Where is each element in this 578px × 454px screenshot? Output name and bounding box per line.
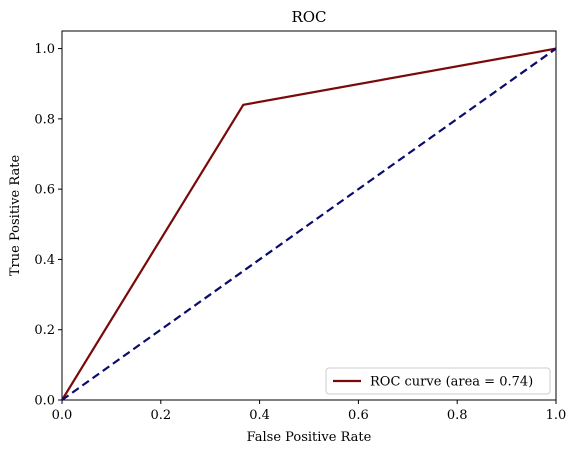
legend: ROC curve (area = 0.74) — [325, 367, 551, 395]
x-tick-label: 0.0 — [52, 408, 73, 423]
legend-label-roc-curve: ROC curve (area = 0.74) — [370, 375, 533, 390]
x-tick-label: 0.2 — [150, 408, 171, 423]
x-axis-label: False Positive Rate — [247, 430, 372, 445]
y-axis-ticks: 0.0 0.2 0.4 0.6 0.8 1.0 — [34, 42, 62, 409]
legend-box — [325, 367, 551, 395]
y-tick-label: 0.2 — [34, 323, 55, 338]
roc-curve-line — [61, 47, 557, 401]
y-tick-label: 0.8 — [34, 112, 55, 127]
y-tick-label: 0.0 — [34, 394, 55, 409]
y-tick-label: 0.6 — [34, 183, 55, 198]
chart-title: ROC — [291, 8, 326, 26]
y-tick-label: 0.4 — [34, 253, 55, 268]
x-tick-label: 0.6 — [348, 408, 369, 423]
x-tick-label: 0.8 — [447, 408, 468, 423]
x-axis-ticks: 0.0 0.2 0.4 0.6 0.8 1.0 — [52, 400, 567, 423]
plot-area — [61, 30, 557, 401]
y-tick-label: 1.0 — [34, 42, 55, 57]
x-tick-label: 1.0 — [546, 408, 567, 423]
series-layer — [61, 47, 557, 401]
diagonal-reference-line — [61, 47, 557, 401]
x-tick-label: 0.4 — [249, 408, 270, 423]
y-axis-label: True Positive Rate — [8, 155, 23, 277]
